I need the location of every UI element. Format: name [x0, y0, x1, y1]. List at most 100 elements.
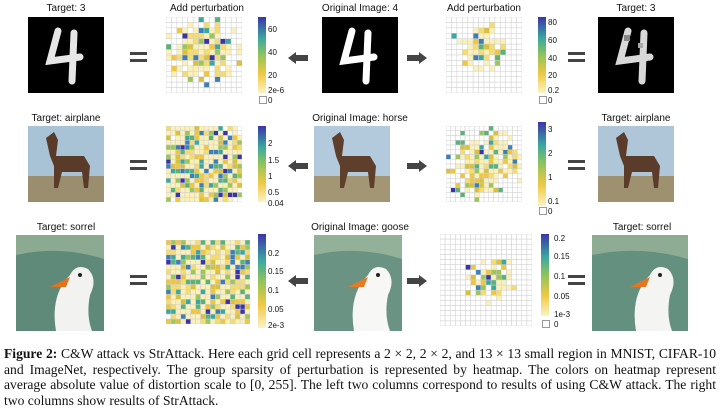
heatmap-cell	[227, 154, 233, 160]
heatmap-cell	[501, 300, 507, 306]
heatmap-cell	[200, 269, 206, 275]
heatmap-cell	[170, 294, 177, 300]
heatmap-cell	[475, 310, 482, 317]
heatmap-cell	[494, 87, 501, 93]
heatmap-cell	[478, 71, 485, 77]
heatmap-cell	[190, 264, 196, 270]
heatmap-cell	[512, 126, 518, 131]
heatmap-cell	[220, 27, 226, 34]
heatmap-cell	[479, 178, 485, 184]
heatmap-cell	[192, 87, 199, 93]
heatmap-cell	[237, 182, 242, 188]
heatmap-cell	[494, 27, 501, 34]
heatmap-cell	[239, 299, 246, 305]
heatmap-cell	[170, 308, 177, 315]
heatmap-cell	[455, 130, 461, 136]
heatmap-cell	[478, 43, 485, 50]
colorbar-tick: 1.5	[268, 156, 280, 165]
heatmap-cell	[502, 163, 508, 169]
heatmap-cell	[474, 178, 480, 184]
target-label-right-imagenet: Target: sorrel	[612, 222, 672, 233]
heatmap-cell	[500, 60, 506, 67]
heatmap-cell	[230, 27, 237, 34]
heatmap-cell	[498, 126, 504, 131]
heatmap-cell	[210, 259, 216, 265]
heatmap-cell	[521, 259, 528, 265]
heatmap-cell	[480, 259, 487, 265]
heatmap-cell	[215, 284, 221, 290]
heatmap-cell	[208, 140, 214, 146]
heatmap-cell	[189, 192, 195, 198]
heatmap-cell	[465, 254, 471, 260]
heatmap-cell	[170, 313, 177, 320]
heatmap-cell	[502, 159, 508, 165]
heatmap-cell	[475, 295, 482, 301]
heatmap-cell	[194, 178, 200, 184]
heatmap-cell	[440, 238, 446, 245]
heatmap-cell	[506, 254, 512, 260]
heatmap-cell	[475, 234, 482, 240]
heatmap-cell	[451, 76, 458, 83]
heatmap-cell	[189, 182, 195, 188]
heatmap-cell	[208, 178, 214, 184]
heatmap-cell	[526, 264, 532, 271]
heatmap-cell	[494, 38, 501, 45]
heatmap-cell	[198, 54, 205, 61]
heatmap-cell	[220, 49, 226, 56]
heatmap-cell	[220, 284, 226, 290]
heatmap-cell	[470, 264, 477, 271]
heatmap-cell	[483, 173, 489, 179]
heatmap-cell	[469, 187, 475, 193]
heatmap-cell	[175, 294, 182, 300]
heatmap-cell	[494, 33, 501, 39]
heatmap-cell	[180, 178, 186, 184]
heatmap-cell	[490, 238, 497, 245]
heatmap-cell	[506, 269, 512, 276]
heatmap-cell	[203, 71, 210, 77]
heatmap-cell	[464, 135, 470, 141]
heatmap-cell	[521, 289, 528, 296]
heatmap-cell	[180, 299, 187, 305]
heatmap-cell	[455, 254, 461, 260]
heatmap-cell	[171, 65, 178, 72]
heatmap-cell	[189, 126, 195, 131]
heatmap-cell	[170, 249, 177, 256]
heatmap-cell	[205, 259, 211, 265]
heatmap-cell	[205, 318, 211, 324]
heatmap-cell	[189, 159, 195, 165]
heatmap-cell	[455, 178, 461, 184]
heatmap-cell	[225, 259, 231, 265]
heatmap-cell	[470, 295, 477, 301]
heatmap-cell	[225, 54, 232, 61]
heatmap-cell	[475, 259, 482, 265]
colorbar-tick: 80	[548, 18, 557, 27]
heatmap-cell	[239, 269, 246, 275]
heatmap-cell	[485, 238, 492, 245]
heatmap-cell	[234, 308, 241, 315]
heatmap-cell	[176, 65, 183, 72]
heatmap-cell	[229, 294, 236, 300]
heatmap-cell	[194, 187, 200, 193]
heatmap-cell	[180, 289, 187, 295]
heatmap-cell	[478, 65, 485, 72]
heatmap-cell	[501, 305, 507, 311]
heatmap-cell	[175, 126, 181, 131]
heatmap-cell	[220, 71, 226, 77]
heatmap-cell	[478, 38, 485, 45]
heatmap-cell	[208, 197, 214, 202]
heatmap-cell	[475, 289, 482, 296]
heatmap-cell	[460, 310, 466, 317]
heatmap-cell	[465, 243, 471, 250]
heatmap-cell	[222, 197, 228, 202]
colorbar-tick: 0	[268, 96, 273, 105]
heatmap-cell	[450, 144, 456, 150]
heatmap-cell	[455, 300, 461, 306]
heatmap-cell	[214, 87, 221, 93]
heatmap-cell	[237, 144, 242, 150]
heatmap-cell	[467, 81, 474, 88]
heatmap-cell	[194, 135, 200, 141]
heatmap-cell	[526, 289, 532, 296]
heatmap-cell	[222, 173, 228, 179]
heatmap-cell	[203, 33, 210, 39]
heatmap-cell	[229, 269, 236, 275]
